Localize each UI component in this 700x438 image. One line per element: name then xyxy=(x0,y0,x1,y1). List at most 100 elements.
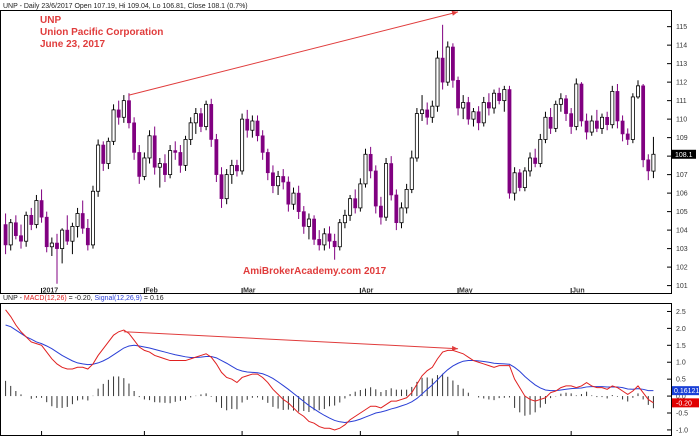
candle-bull xyxy=(461,102,466,109)
candle-bear xyxy=(517,172,522,188)
candle-bull xyxy=(600,116,605,129)
watermark: AmiBrokerAcademy.com 2017 xyxy=(243,266,387,277)
candle-bull xyxy=(481,102,486,124)
candle-bear xyxy=(641,85,646,161)
candle-bull xyxy=(337,222,342,248)
candle-bull xyxy=(111,109,116,142)
candle-bear xyxy=(317,239,322,246)
candle-bear xyxy=(245,118,250,131)
candle-bear xyxy=(29,215,34,225)
candle-bear xyxy=(271,172,275,187)
candle-bull xyxy=(90,190,95,246)
macd-histogram xyxy=(5,373,654,416)
candle-bear xyxy=(579,83,584,122)
candle-bull xyxy=(528,157,533,172)
candle-bull xyxy=(147,135,152,159)
price-x-axis: 2017 Feb Mar Apr May Jun xyxy=(41,288,585,435)
candle-bull xyxy=(183,139,188,166)
candle-bear xyxy=(584,120,589,133)
candle-bear xyxy=(116,109,121,118)
candle-bull xyxy=(204,103,209,127)
candle-bull xyxy=(75,213,80,227)
price-panel xyxy=(0,10,672,294)
price-x-tick-label: Apr xyxy=(361,288,373,295)
candle-bull xyxy=(543,116,548,140)
macd-y-tick-label: 1.5 xyxy=(676,343,686,350)
candle-bull xyxy=(106,140,111,164)
candle-bull xyxy=(358,183,363,209)
candle-bear xyxy=(214,139,219,175)
candle-bull xyxy=(60,229,65,250)
candle-bull xyxy=(574,83,579,127)
candle-bear xyxy=(3,224,8,246)
candle-bull xyxy=(224,174,229,200)
candle-bear xyxy=(286,181,291,205)
price-y-tick-label: 102 xyxy=(676,265,688,272)
candle-bear xyxy=(332,240,337,248)
candle-bear xyxy=(615,91,620,122)
macd-y-axis: -1.0 -0.5 0.0 0.5 1.0 1.5 2.0 2.5 xyxy=(667,309,688,434)
price-y-tick-label: 115 xyxy=(676,24,687,31)
macd-legend-value: = -0.20, xyxy=(67,295,95,302)
date-annotation: June 23, 2017 xyxy=(40,39,105,50)
candle-bull xyxy=(348,198,353,216)
price-y-tick-label: 110 xyxy=(676,117,687,124)
candle-bull xyxy=(384,163,389,218)
candle-bull xyxy=(291,192,296,205)
candle-bull xyxy=(193,113,198,124)
candle-bull xyxy=(420,109,425,114)
price-y-tick-label: 114 xyxy=(676,43,687,50)
candle-bull xyxy=(651,153,656,172)
candle-bear xyxy=(379,205,383,218)
macd-y-tick-label: 1.0 xyxy=(676,360,686,367)
candle-bear xyxy=(199,113,203,127)
last-signal-label: 0.16121 xyxy=(674,388,699,395)
candle-bull xyxy=(502,89,507,102)
macd-y-tick-label: 0.0 xyxy=(676,394,686,401)
candle-bear xyxy=(219,174,224,199)
candle-bull xyxy=(188,122,193,140)
candle-bear xyxy=(260,135,265,153)
candle-bear xyxy=(127,100,131,124)
macd-panel xyxy=(0,303,672,436)
candle-bull xyxy=(558,98,563,105)
last-price-badge xyxy=(672,149,696,159)
candle-bear xyxy=(389,163,394,196)
candle-bull xyxy=(24,214,29,242)
candle-bear xyxy=(39,200,44,218)
candle-bear xyxy=(497,92,502,101)
price-y-tick-label: 104 xyxy=(676,228,688,235)
price-y-tick-label: 111 xyxy=(676,98,687,105)
macd-y-tick-label: 0.5 xyxy=(676,377,686,384)
price-x-tick-label: Feb xyxy=(145,288,157,295)
candle-bear xyxy=(533,157,538,164)
price-x-tick-label: 2017 xyxy=(43,288,59,295)
candle-bull xyxy=(522,170,527,188)
candle-bear xyxy=(13,222,18,236)
candle-bull xyxy=(636,85,640,98)
candle-bear xyxy=(235,165,239,172)
candle-bull xyxy=(276,176,281,187)
candle-bear xyxy=(301,211,306,227)
candle-bear xyxy=(209,104,214,140)
candle-bull xyxy=(8,222,13,246)
candle-bear xyxy=(132,122,137,153)
price-x-tick-label: May xyxy=(459,288,473,295)
macd-trendline-arrowhead xyxy=(451,345,459,351)
candle-bear xyxy=(466,102,471,120)
candle-bear xyxy=(425,109,430,118)
candle-bear xyxy=(353,198,358,209)
candle-bull xyxy=(306,218,311,227)
candle-bear xyxy=(476,111,481,124)
price-x-tick-label: Mar xyxy=(243,288,256,295)
candle-bull xyxy=(322,233,327,246)
candle-bear xyxy=(440,57,445,83)
last-macd-label: -0.20 xyxy=(676,400,692,407)
candle-bull xyxy=(435,57,440,107)
candle-bull xyxy=(399,207,404,224)
macd-line xyxy=(5,309,654,431)
candle-bull xyxy=(363,153,368,185)
macd-symbol: UNP - xyxy=(3,295,24,302)
candle-bear xyxy=(85,227,90,246)
